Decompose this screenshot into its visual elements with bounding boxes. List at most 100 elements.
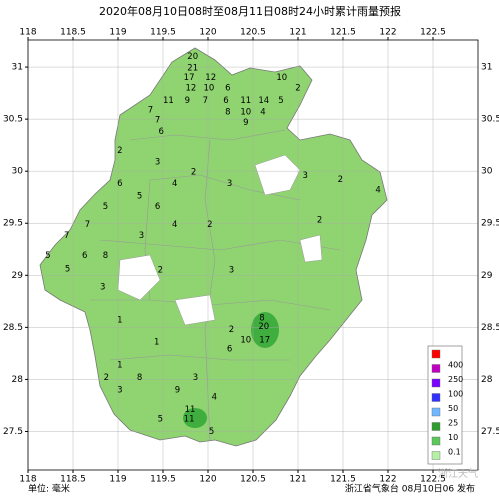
station-value: 17: [184, 73, 195, 83]
station-value: 7: [155, 116, 160, 126]
station-value: 9: [185, 96, 190, 106]
y-tick-label: 29.5: [3, 219, 23, 229]
x-tick-label: 122: [379, 475, 396, 485]
station-value: 11: [185, 405, 196, 415]
station-value: 8: [259, 313, 264, 323]
y-tick-label: 27.5: [3, 427, 23, 437]
station-value: 5: [65, 265, 70, 275]
station-value: 6: [155, 202, 160, 212]
station-value: 3: [117, 385, 122, 395]
station-value: 8: [137, 373, 142, 383]
station-value: 9: [243, 118, 248, 128]
x-tick-label: 120.5: [240, 28, 266, 38]
y-tick-label: 31: [12, 63, 23, 73]
station-value: 10: [240, 107, 251, 117]
y-tick-label: 30: [12, 167, 24, 177]
station-value: 2: [317, 216, 322, 226]
x-tick-label: 122.5: [420, 28, 446, 38]
station-value: 3: [227, 179, 232, 189]
x-tick-label: 119.5: [150, 475, 176, 485]
x-tick-label: 119.5: [150, 28, 176, 38]
y-tick-label: 28: [481, 375, 493, 385]
x-tick-label: 119: [109, 28, 126, 38]
x-tick-label: 121: [289, 475, 306, 485]
legend-label: 250: [448, 375, 463, 384]
station-value: 6: [158, 127, 163, 137]
x-tick-label: 122: [379, 28, 396, 38]
station-value: 6: [225, 83, 230, 93]
station-value: 7: [64, 231, 69, 241]
legend-label: 400: [448, 360, 463, 369]
x-tick-label: 119: [109, 475, 126, 485]
station-value: 10: [276, 73, 287, 83]
y-tick-label: 29.5: [481, 219, 499, 229]
station-value: 8: [103, 251, 108, 261]
station-value: 5: [45, 251, 50, 261]
legend-swatch: [431, 451, 441, 460]
station-value: 12: [185, 83, 196, 93]
station-value: 2: [117, 146, 122, 156]
legend-label: 100: [448, 389, 463, 398]
y-tick-label: 29: [12, 271, 24, 281]
station-value: 4: [260, 107, 265, 117]
x-tick-label: 122.5: [420, 475, 446, 485]
watermark: 浙江天气: [438, 467, 478, 480]
station-value: 21: [187, 64, 198, 74]
station-value: 3: [100, 282, 105, 292]
station-value: 6: [227, 345, 232, 355]
station-value: 4: [375, 185, 380, 195]
x-tick-label: 120: [199, 28, 216, 38]
station-value: 7: [203, 96, 208, 106]
station-value: 5: [103, 202, 108, 212]
station-value: 6: [223, 96, 228, 106]
station-value: 3: [155, 157, 160, 167]
station-value: 1: [117, 316, 122, 326]
station-value: 11: [163, 96, 174, 106]
station-value: 3: [193, 373, 198, 383]
map-title: 2020年08月10日08时至08月11日08时24小时累计雨量预报: [99, 4, 401, 18]
station-value: 20: [258, 322, 269, 332]
legend-label: 10: [448, 433, 458, 442]
station-value: 2: [229, 325, 234, 335]
station-value: 10: [240, 335, 251, 345]
station-value: 11: [240, 96, 251, 106]
station-value: 20: [187, 52, 198, 62]
station-value: 2: [191, 168, 196, 178]
y-tick-label: 28: [12, 375, 24, 385]
station-value: 5: [137, 192, 142, 202]
station-value: 6: [117, 179, 122, 189]
station-value: 2: [338, 175, 343, 185]
y-tick-label: 31: [481, 63, 492, 73]
legend: 400 250 100 50 25 10 0.1: [427, 345, 463, 465]
station-value: 2: [158, 266, 163, 276]
heavy-rain-area: [251, 312, 279, 348]
province: [39, 47, 388, 447]
legend-label: 25: [448, 418, 458, 427]
station-value: 1: [117, 360, 122, 370]
x-tick-label: 118.5: [60, 28, 86, 38]
heavy-rain-area: [183, 408, 207, 428]
y-tick-label: 30.5: [481, 115, 499, 125]
station-value: 3: [139, 231, 144, 241]
station-value: 2: [295, 83, 300, 93]
legend-label: 50: [448, 404, 458, 413]
station-value: 2: [104, 373, 109, 383]
x-tick-label: 121.5: [330, 28, 356, 38]
legend-swatch: [431, 364, 441, 373]
x-tick-label: 120.5: [240, 475, 266, 485]
x-tick-label: 118.5: [60, 475, 86, 485]
station-value: 10: [203, 83, 214, 93]
station-value: 2: [207, 220, 212, 230]
station-value: 9: [175, 385, 180, 395]
y-tick-label: 30: [481, 167, 493, 177]
station-value: 7: [85, 220, 90, 230]
legend-swatch: [431, 436, 441, 446]
station-value: 5: [278, 96, 283, 106]
unit-label: 单位: 毫米: [28, 483, 70, 495]
legend-swatch: [431, 393, 441, 402]
dry-area: [117, 154, 323, 326]
legend-label: 0.1: [448, 447, 461, 456]
legend-swatch: [431, 422, 441, 431]
station-value: 1: [154, 337, 159, 347]
